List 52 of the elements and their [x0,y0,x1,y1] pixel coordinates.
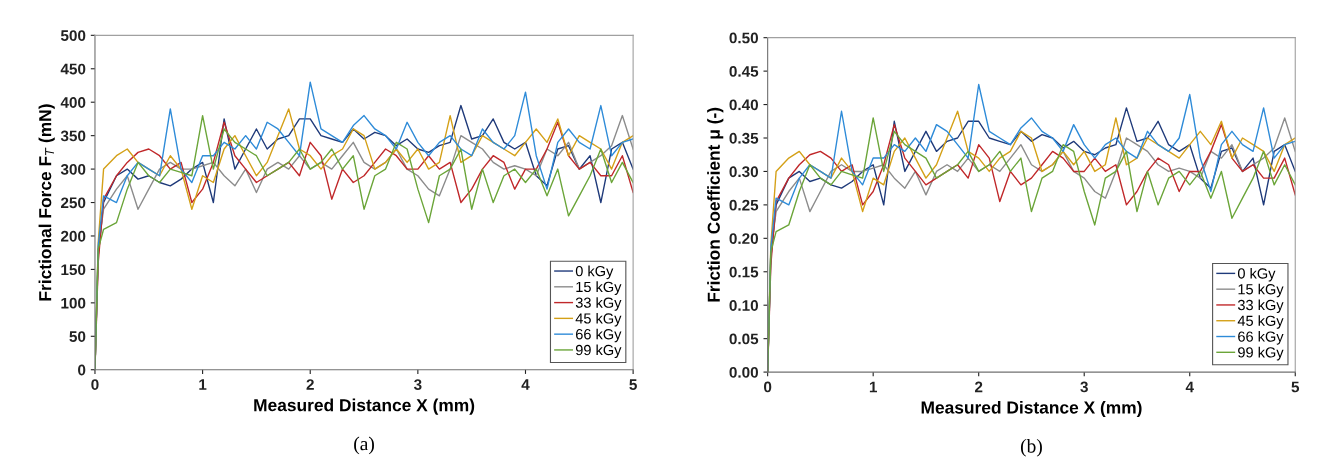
legend-label: 45 kGy [575,312,622,327]
legend-label: 45 kGy [1237,315,1284,329]
y-tick-label: 0.50 [729,32,759,44]
y-tick-label: 0.40 [729,99,759,111]
x-tick-label: 2 [974,381,983,393]
y-tick-label: 0 [78,364,86,376]
x-tick-label: 2 [306,379,314,390]
y-tick-label: 0.35 [729,132,759,144]
x-tick-label: 5 [1291,381,1300,393]
y-tick-label: 450 [60,63,86,75]
y-tick-label: 0.15 [729,266,759,278]
x-axis-title: Measured Distance X (mm) [254,398,475,415]
y-tick-label: 0.30 [729,166,759,178]
y-tick-label: 500 [60,30,86,42]
x-tick-label: 1 [199,379,207,390]
y-tick-label: 100 [61,297,86,309]
x-tick-label: 5 [629,379,637,390]
text: (b) [1020,438,1042,457]
y-tick-label: 250 [60,197,86,209]
y-tick-label: 0.45 [729,65,759,77]
y-axis-title: Frictional Force F$_{T}$ (mN) [38,104,55,301]
x-tick-label: 1 [869,381,877,393]
y-tick-label: 0.10 [729,300,759,311]
y-tick-label: 400 [60,97,86,108]
legend-label: 0 kGy [1237,267,1276,282]
y-tick-label: 300 [60,163,86,175]
x-tick-label: 4 [1185,381,1194,393]
legend-label: 15 kGy [576,281,622,295]
y-tick-label: 0.20 [729,233,759,245]
y-tick-label: 50 [69,331,86,342]
y-tick-label: 0.00 [729,366,759,378]
y-tick-label: 200 [60,230,86,242]
x-tick-label: 3 [1080,381,1088,393]
x-tick-label: 0 [91,379,99,390]
x-tick-label: 4 [521,379,530,390]
x-tick-label: 3 [413,379,422,391]
x-tick-label: 0 [764,381,772,393]
legend-label: 0 kGy [575,265,614,280]
legend-label: 15 kGy [1238,283,1284,298]
y-axis-title: Friction Coefficient μ (-) [707,107,724,302]
text: (a) [354,436,374,455]
y-tick-label: 350 [60,130,86,142]
y-tick-label: 150 [61,264,86,276]
y-tick-label: 0.25 [729,199,759,211]
legend-label: 33 kGy [575,297,622,311]
legend-label: 99 kGy [1238,346,1284,361]
y-tick-label: 0.05 [729,333,759,345]
legend-label: 66 kGy [576,328,622,343]
legend-label: 33 kGy [1237,299,1284,314]
legend-label: 99 kGy [575,344,622,359]
x-axis-title: Measured Distance X (mm) [921,400,1142,418]
legend-label: 66 kGy [1238,331,1284,345]
